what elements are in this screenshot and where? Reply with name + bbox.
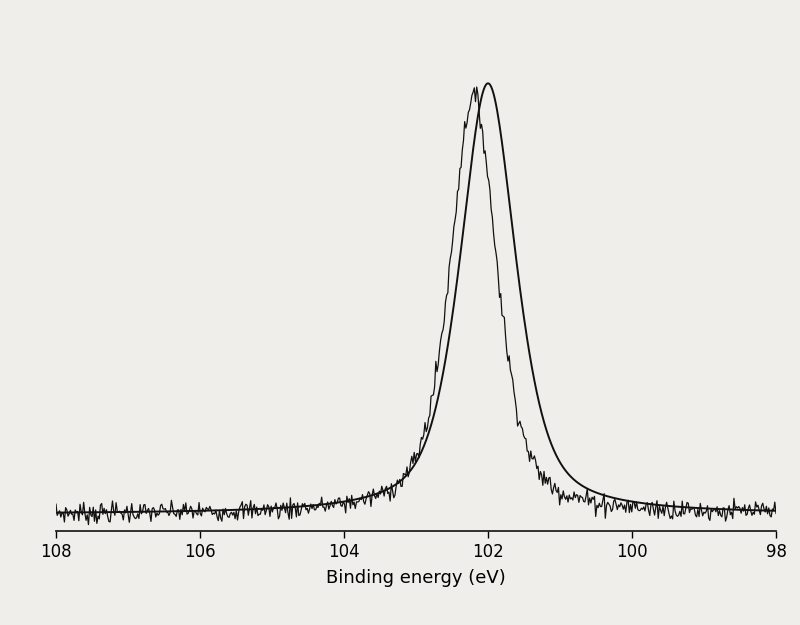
X-axis label: Binding energy (eV): Binding energy (eV) xyxy=(326,569,506,588)
